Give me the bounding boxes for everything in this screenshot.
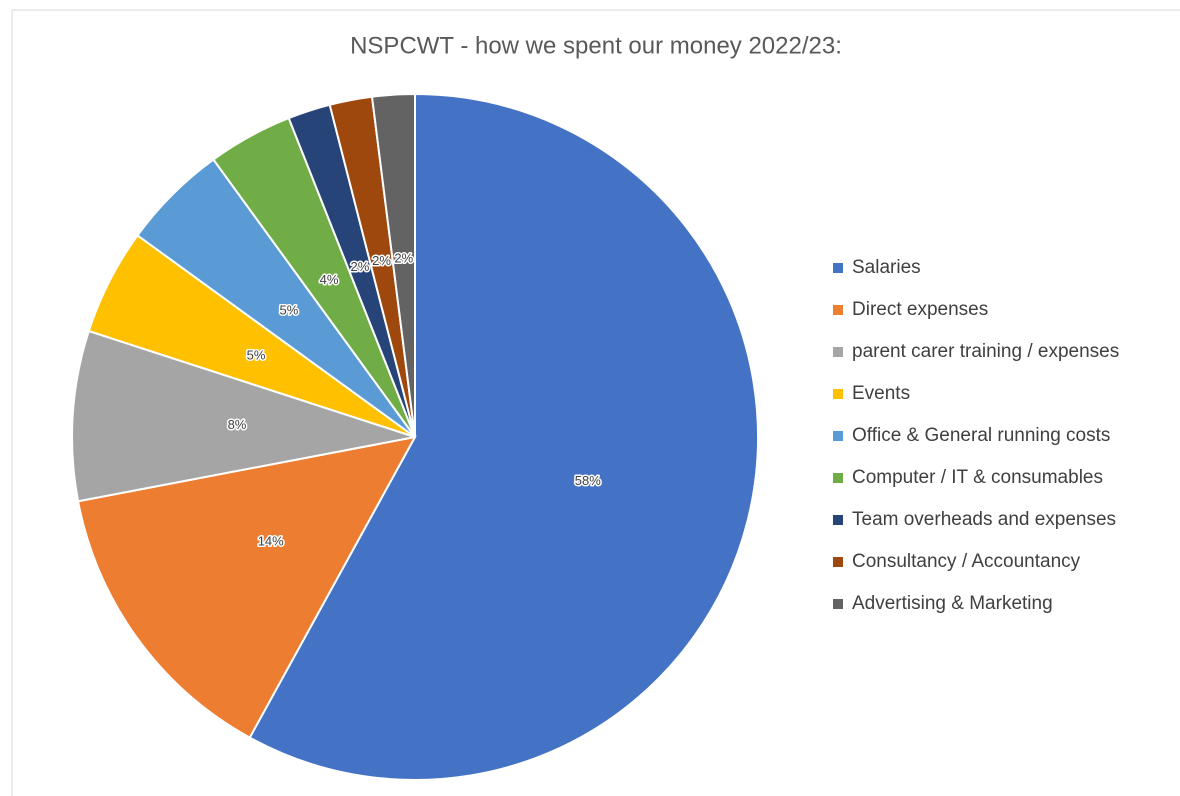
chart-frame	[11, 9, 1180, 796]
legend-swatch	[833, 599, 843, 609]
slice-label: 2%	[350, 259, 369, 274]
legend-label: Salaries	[852, 257, 921, 278]
legend-swatch	[833, 515, 843, 525]
legend-swatch	[833, 557, 843, 567]
pie-slice	[370, 92, 416, 438]
slice-label: 5%	[279, 302, 298, 317]
legend-swatch	[833, 431, 843, 441]
legend-swatch	[833, 473, 843, 483]
slice-label: 2%	[372, 253, 391, 268]
slice-label: 8%	[228, 417, 247, 432]
legend-swatch	[833, 263, 843, 273]
legend-label: Direct expenses	[852, 299, 988, 320]
legend-label: Consultancy / Accountancy	[852, 551, 1081, 572]
chart-title: NSPCWT - how we spent our money 2022/23:	[350, 32, 842, 59]
slice-label: 14%	[258, 533, 284, 548]
legend-label: parent carer training / expenses	[852, 341, 1119, 362]
legend-swatch	[833, 347, 843, 357]
legend-label: Events	[852, 383, 910, 404]
pie-slice	[76, 435, 417, 739]
slice-label: 5%	[247, 347, 266, 362]
pie-slice	[248, 92, 759, 781]
slice-label: 58%	[575, 473, 601, 488]
legend-swatch	[833, 389, 843, 399]
legend-label: Computer / IT & consumables	[852, 467, 1103, 488]
slice-label: 4%	[320, 272, 339, 287]
legend-swatch	[833, 305, 843, 315]
legend-label: Office & General running costs	[852, 425, 1110, 446]
legend-label: Team overheads and expenses	[852, 509, 1116, 530]
slice-label: 2%	[394, 250, 413, 265]
pie-slice	[71, 329, 416, 503]
legend-label: Advertising & Marketing	[852, 593, 1053, 614]
